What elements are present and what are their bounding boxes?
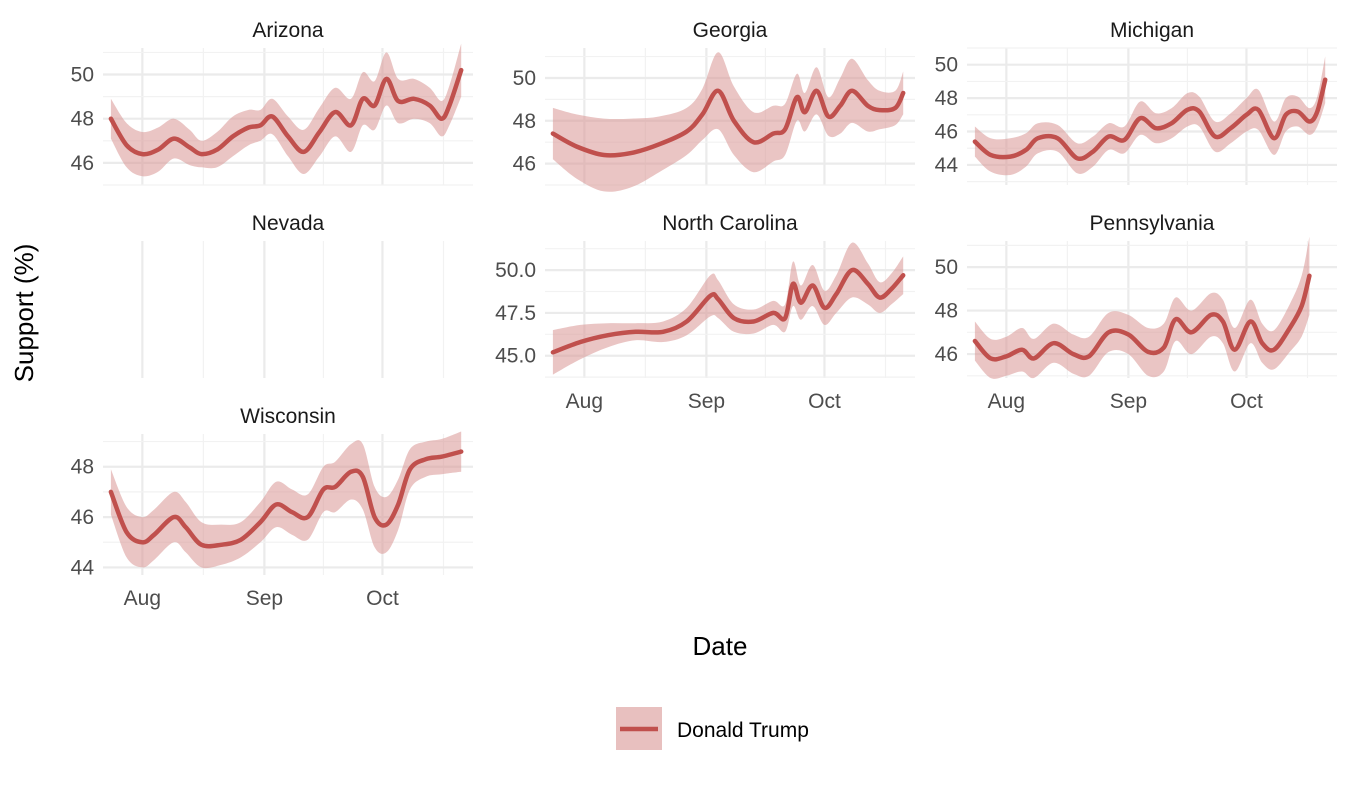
- confidence-band: [974, 56, 1326, 176]
- panel-pennsylvania: Pennsylvania 46 48 50 Aug Sep Oct: [935, 212, 1337, 413]
- panel-title: Michigan: [1110, 19, 1194, 42]
- confidence-band: [552, 52, 904, 192]
- y-tick-label: 48: [71, 108, 94, 131]
- panel-title: North Carolina: [662, 212, 798, 235]
- y-tick-label: 46: [935, 121, 958, 144]
- panel-title: Georgia: [693, 19, 768, 42]
- y-tick-label: 46: [71, 152, 94, 175]
- confidence-band: [974, 236, 1310, 379]
- y-axis-title: Support (%): [9, 244, 39, 383]
- panel-title: Arizona: [252, 19, 324, 42]
- panel-nevada: Nevada: [141, 212, 445, 378]
- x-tick-label: Sep: [246, 587, 283, 610]
- y-tick-label: 50.0: [495, 259, 536, 282]
- x-tick-label: Aug: [566, 390, 603, 413]
- y-tick-label: 46: [513, 153, 536, 176]
- panel-arizona: Arizona 46 48 50: [71, 19, 473, 186]
- y-tick-label: 45.0: [495, 345, 536, 368]
- legend-entry-label: Donald Trump: [677, 719, 809, 742]
- y-tick-label: 48: [71, 456, 94, 479]
- confidence-band: [110, 43, 462, 177]
- panel-title: Pennsylvania: [1090, 212, 1215, 235]
- trend-line: [108, 67, 464, 157]
- y-tick-label: 46: [935, 343, 958, 366]
- x-tick-label: Oct: [366, 587, 399, 610]
- x-tick-label: Aug: [124, 587, 161, 610]
- y-tick-label: 46: [71, 506, 94, 529]
- panel-title: Nevada: [252, 212, 325, 235]
- x-tick-label: Oct: [808, 390, 841, 413]
- y-tick-label: 50: [935, 54, 958, 77]
- trend-line: [550, 88, 906, 158]
- panel-michigan: Michigan 44 46 48 50: [935, 19, 1337, 185]
- y-tick-label: 48: [935, 87, 958, 110]
- y-tick-label: 44: [935, 154, 959, 177]
- y-tick-label: 44: [71, 556, 95, 579]
- x-tick-label: Aug: [988, 390, 1025, 413]
- trend-line: [550, 267, 906, 355]
- trend-line: [108, 449, 464, 549]
- panel-georgia: Georgia 46 48 50: [513, 19, 915, 192]
- x-axis-title: Date: [693, 631, 748, 661]
- y-tick-label: 48: [935, 300, 958, 323]
- y-tick-label: 50: [935, 256, 958, 279]
- chart-panels: Arizona 46 48 50 Georgia 46 48 50 Michigan 44 46 48…: [71, 19, 1337, 610]
- x-tick-label: Sep: [1110, 390, 1147, 413]
- legend: Donald Trump: [616, 707, 809, 750]
- panel-north-carolina: North Carolina 45.0 47.5 50.0 Aug Sep Oct: [495, 212, 915, 413]
- y-tick-label: 50: [71, 64, 94, 87]
- trend-line: [972, 77, 1328, 162]
- panel-wisconsin: Wisconsin 44 46 48 Aug Sep Oct: [71, 405, 473, 610]
- x-tick-label: Oct: [1230, 390, 1263, 413]
- x-tick-label: Sep: [688, 390, 725, 413]
- trend-line: [972, 273, 1312, 362]
- y-tick-label: 48: [513, 110, 536, 133]
- y-tick-label: 50: [513, 67, 536, 90]
- y-tick-label: 47.5: [495, 302, 536, 325]
- panel-title: Wisconsin: [240, 405, 336, 428]
- confidence-band: [110, 431, 462, 569]
